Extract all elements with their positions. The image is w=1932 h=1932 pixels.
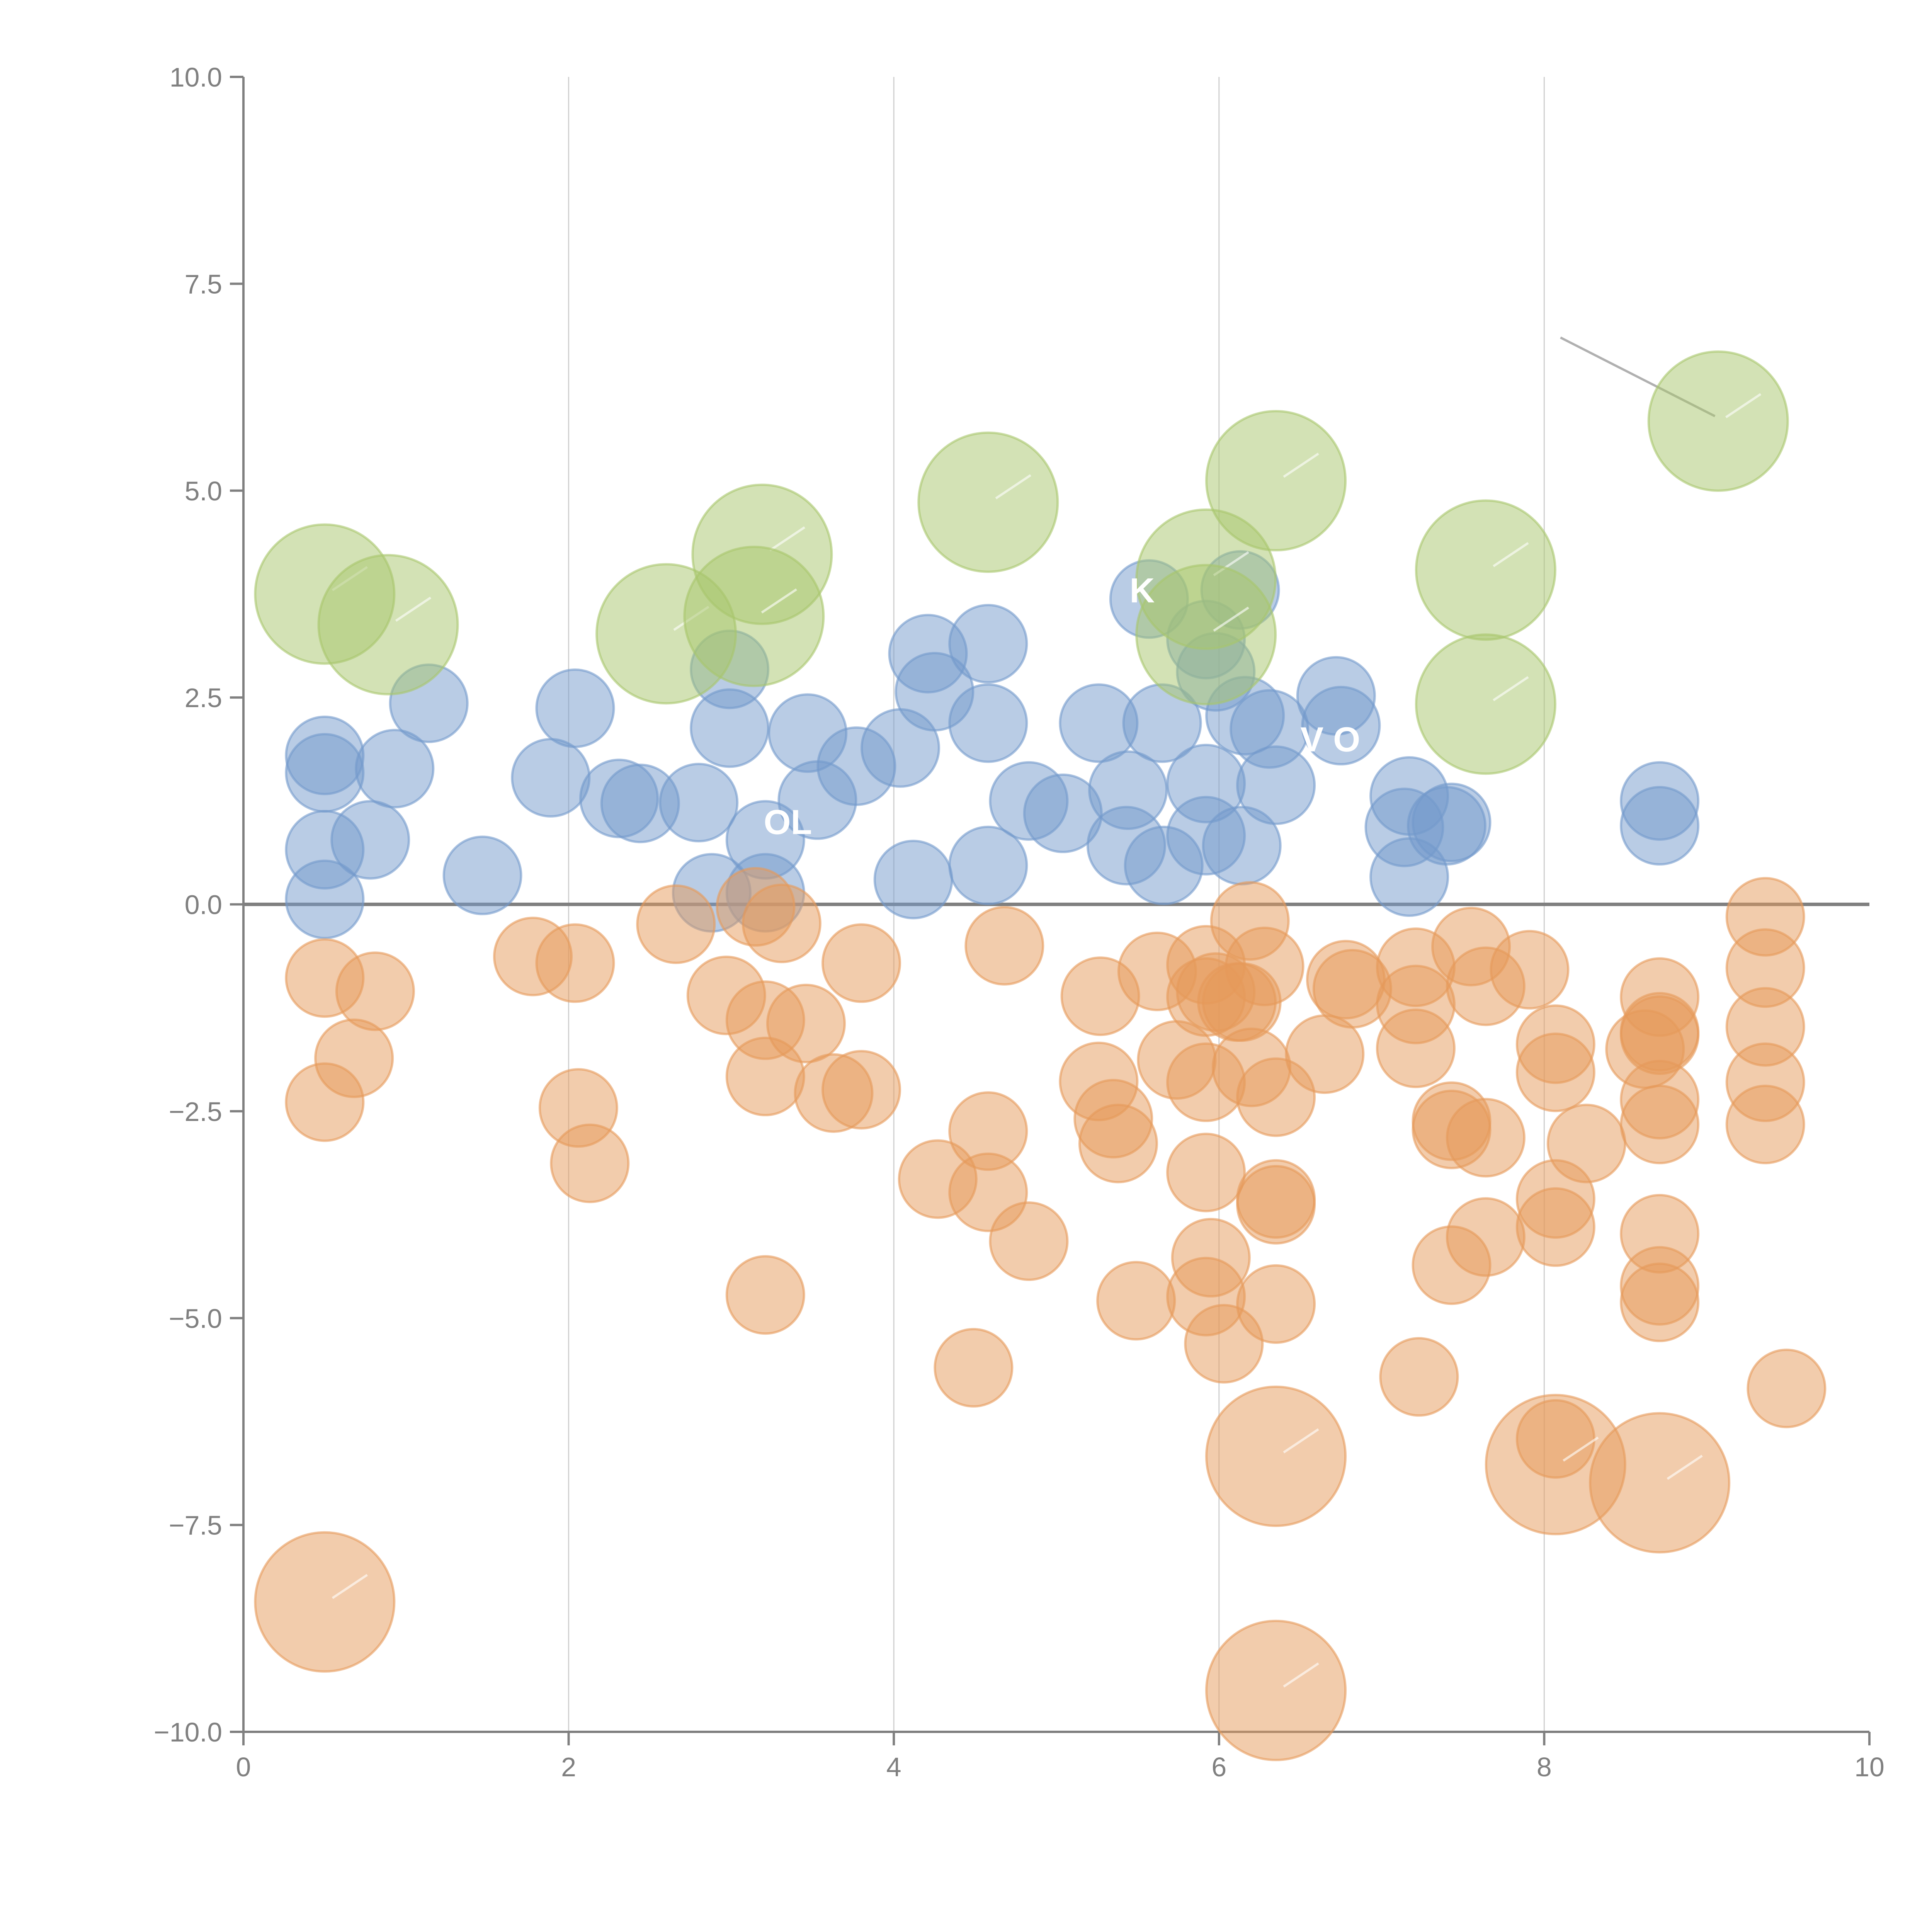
y-tick-label: 7.5 [185, 269, 222, 299]
x-tick-label: 0 [236, 1752, 251, 1782]
positive-point [330, 800, 410, 880]
negative-point [1446, 1098, 1526, 1178]
data-points [254, 350, 1827, 1761]
highlight-point [1415, 499, 1556, 641]
negative-point [821, 923, 901, 1003]
x-tick-label: 4 [886, 1752, 901, 1782]
highlight-point [1647, 350, 1789, 492]
x-tick-label: 2 [561, 1752, 576, 1782]
point-label: K [1129, 571, 1155, 610]
negative-point [1236, 1165, 1316, 1245]
positive-point [355, 729, 435, 809]
label-leader [761, 588, 797, 614]
positive-point [1412, 782, 1492, 862]
negative-point [1236, 1264, 1316, 1344]
tick-labels: 0 2 4 6 8 10 −10.0 −7.5 −5.0 −2.5 0.0 2.5 5.0 7.5 10.0 [154, 62, 1884, 1782]
negative-point [314, 1018, 394, 1098]
y-tick-label: −2.5 [169, 1097, 222, 1127]
positive-point [511, 738, 591, 818]
negative-point [934, 1328, 1014, 1408]
y-tick-label: 10.0 [170, 62, 222, 92]
highlight-point [1415, 633, 1556, 775]
point-label: OL [764, 803, 812, 842]
point-label: E [569, 456, 592, 494]
negative-point [725, 1255, 805, 1335]
y-tick-label: 0.0 [185, 890, 222, 920]
negative-point [636, 884, 716, 964]
negative-point [1725, 1085, 1805, 1165]
positive-point [659, 763, 739, 843]
positive-point [948, 604, 1028, 684]
negative-point [1078, 1104, 1158, 1184]
label-leader [1493, 542, 1529, 567]
negative-highlight-point [1205, 1619, 1347, 1761]
label-leader [769, 526, 806, 552]
x-tick-label: 6 [1211, 1752, 1226, 1782]
label-leader [1283, 1662, 1319, 1688]
negative-point [1446, 1197, 1526, 1277]
y-tick-label: −7.5 [169, 1510, 222, 1541]
positive-point [1301, 685, 1381, 765]
y-tick-label: 5.0 [185, 476, 222, 506]
highlight-point [1205, 410, 1347, 552]
negative-point [335, 951, 415, 1031]
y-tick-label: −10.0 [154, 1717, 222, 1747]
negative-point [1546, 1104, 1626, 1184]
negative-point [964, 906, 1044, 986]
positive-point [1236, 745, 1316, 825]
positive-point [690, 688, 770, 768]
highlight-point [1135, 564, 1277, 706]
negative-point [821, 1050, 901, 1130]
label-leader [395, 597, 432, 622]
label-leader [1667, 1454, 1703, 1480]
negative-point [550, 1123, 630, 1203]
label-leader [1213, 606, 1249, 632]
positive-point [873, 840, 953, 920]
negative-point [1225, 927, 1304, 1007]
negative-point [742, 883, 821, 963]
positive-point [285, 733, 365, 813]
point-label: V O [1300, 720, 1360, 759]
label-leader [332, 1574, 368, 1599]
negative-point [1515, 1187, 1595, 1267]
positive-point [948, 683, 1028, 763]
label-leader [1283, 1428, 1319, 1454]
highlight-point [683, 546, 825, 687]
negative-point [1096, 1261, 1176, 1341]
positive-point [442, 835, 522, 915]
point-labels: E OL K V O [569, 456, 1361, 842]
highlight-point [317, 554, 459, 696]
negative-point [1620, 1262, 1700, 1342]
positive-point [535, 668, 615, 748]
label-leader [1493, 676, 1529, 701]
negative-point [1166, 1133, 1246, 1213]
negative-highlight-point [1589, 1412, 1731, 1554]
negative-point [1379, 1337, 1459, 1417]
x-tick-label: 10 [1854, 1752, 1884, 1782]
negative-point [1376, 1009, 1456, 1088]
label-leader [1563, 1436, 1599, 1462]
label-leader [1283, 452, 1319, 478]
label-leader [1725, 393, 1762, 418]
x-tick-label: 8 [1537, 1752, 1552, 1782]
negative-point [989, 1201, 1069, 1281]
positive-point [948, 825, 1028, 905]
positive-point [285, 859, 365, 939]
negative-point [766, 983, 846, 1063]
negative-highlight-point [1205, 1385, 1347, 1527]
y-tick-label: 2.5 [185, 683, 222, 713]
negative-point [1747, 1349, 1827, 1429]
negative-point [1620, 1085, 1700, 1165]
positive-point [1620, 786, 1700, 866]
highlight-point [917, 431, 1059, 573]
y-tick-label: −5.0 [169, 1303, 222, 1333]
negative-point [1490, 930, 1570, 1010]
negative-point [535, 923, 615, 1003]
negative-point [1515, 1032, 1595, 1112]
label-leader [995, 474, 1031, 500]
negative-highlight-point [254, 1531, 396, 1673]
